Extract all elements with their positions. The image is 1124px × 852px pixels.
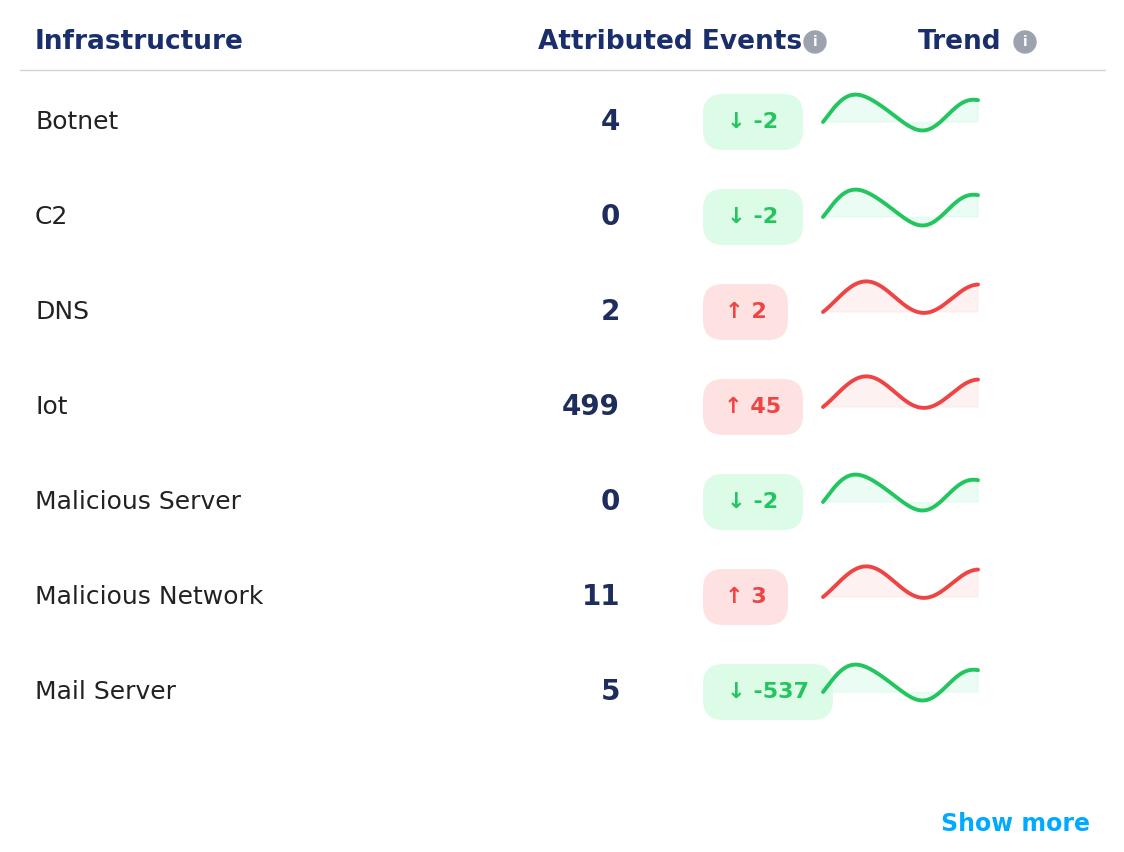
- Circle shape: [1014, 31, 1036, 53]
- Text: Show more: Show more: [941, 812, 1090, 836]
- FancyBboxPatch shape: [702, 569, 788, 625]
- FancyBboxPatch shape: [702, 189, 803, 245]
- Text: i: i: [1023, 35, 1027, 49]
- Text: 4: 4: [600, 108, 620, 136]
- Text: ↓ -537: ↓ -537: [727, 682, 809, 702]
- FancyBboxPatch shape: [702, 94, 803, 150]
- Text: ↑ 45: ↑ 45: [725, 397, 781, 417]
- Text: i: i: [813, 35, 817, 49]
- Text: 11: 11: [581, 583, 620, 611]
- FancyBboxPatch shape: [702, 664, 833, 720]
- Text: Trend: Trend: [918, 29, 1001, 55]
- Text: Mail Server: Mail Server: [35, 680, 176, 704]
- Text: 2: 2: [600, 298, 620, 326]
- Text: Botnet: Botnet: [35, 110, 118, 134]
- Circle shape: [804, 31, 826, 53]
- Text: C2: C2: [35, 205, 69, 229]
- Text: 499: 499: [562, 393, 620, 421]
- Text: ↑ 3: ↑ 3: [725, 587, 767, 607]
- FancyBboxPatch shape: [702, 379, 803, 435]
- Text: 0: 0: [600, 488, 620, 516]
- FancyBboxPatch shape: [702, 474, 803, 530]
- Text: Attributed Events: Attributed Events: [538, 29, 803, 55]
- FancyBboxPatch shape: [702, 284, 788, 340]
- Text: ↑ 2: ↑ 2: [725, 302, 767, 322]
- Text: Malicious Server: Malicious Server: [35, 490, 241, 514]
- Text: 5: 5: [600, 678, 620, 706]
- Text: 0: 0: [600, 203, 620, 231]
- Text: DNS: DNS: [35, 300, 89, 324]
- Text: Iot: Iot: [35, 395, 67, 419]
- Text: ↓ -2: ↓ -2: [727, 207, 779, 227]
- Text: ↓ -2: ↓ -2: [727, 492, 779, 512]
- Text: ↓ -2: ↓ -2: [727, 112, 779, 132]
- Text: Infrastructure: Infrastructure: [35, 29, 244, 55]
- Text: Malicious Network: Malicious Network: [35, 585, 263, 609]
